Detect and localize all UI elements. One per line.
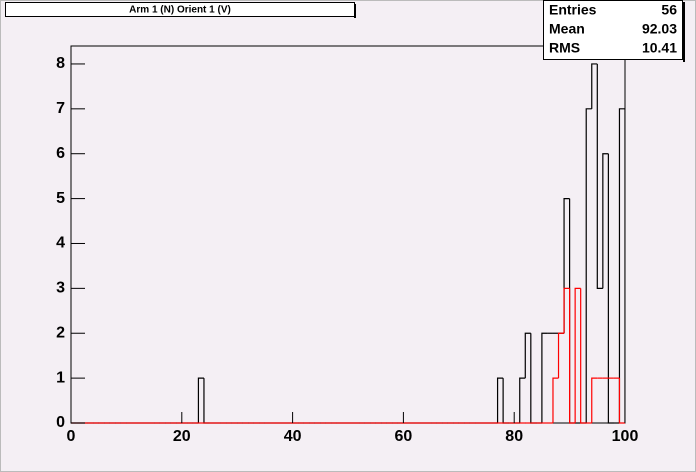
y-tick-label: 1: [56, 369, 65, 386]
stats-label: Mean: [549, 21, 585, 37]
x-tick-label: 20: [173, 428, 191, 445]
histogram-bin: [618, 378, 625, 424]
x-tick-label: 40: [284, 428, 302, 445]
histogram-bin: [602, 153, 609, 289]
histogram-bin: [541, 332, 548, 423]
x-tick-label: 0: [67, 428, 76, 445]
histogram-bin: [580, 288, 587, 424]
x-tick-label: 80: [505, 428, 523, 445]
stats-shadow: [683, 2, 685, 62]
y-tick-label: 7: [56, 100, 65, 117]
histogram-bin: [607, 153, 614, 424]
histogram-bin: [552, 377, 559, 423]
stats-value: 10.41: [642, 40, 677, 56]
y-tick-label: 2: [56, 324, 65, 341]
x-tick-label: 100: [612, 428, 639, 445]
histogram: [71, 63, 625, 424]
histogram-bin: [618, 108, 625, 423]
y-tick-label: 5: [56, 190, 65, 207]
histogram-bin: [591, 63, 598, 109]
stats-label: RMS: [549, 40, 580, 56]
x-tick-label: 60: [395, 428, 413, 445]
histogram-bin: [524, 332, 531, 379]
histogram-bin: [585, 108, 592, 423]
histogram-bin: [563, 287, 570, 334]
stats-value: 92.03: [642, 21, 677, 37]
histogram-bin: [496, 377, 504, 423]
stats-value: 56: [661, 2, 677, 18]
stats-label: Entries: [549, 2, 597, 18]
y-tick-label: 8: [56, 55, 65, 72]
histogram-bin: [569, 288, 576, 424]
histogram-bin: [574, 287, 581, 423]
histogram-bin: [591, 377, 598, 423]
histogram-bin: [197, 377, 204, 423]
y-tick-label: 4: [56, 235, 65, 252]
chart-title: Arm 1 (N) Orient 1 (V): [129, 5, 231, 16]
y-tick-label: 0: [56, 414, 65, 431]
y-tick-label: 3: [56, 280, 65, 297]
stats-box: [543, 0, 683, 60]
histogram-bin: [596, 63, 603, 289]
title-shadow: [354, 4, 356, 18]
y-tick-label: 6: [56, 145, 65, 162]
histogram-bin: [519, 377, 526, 423]
histogram-bin: [557, 332, 565, 379]
